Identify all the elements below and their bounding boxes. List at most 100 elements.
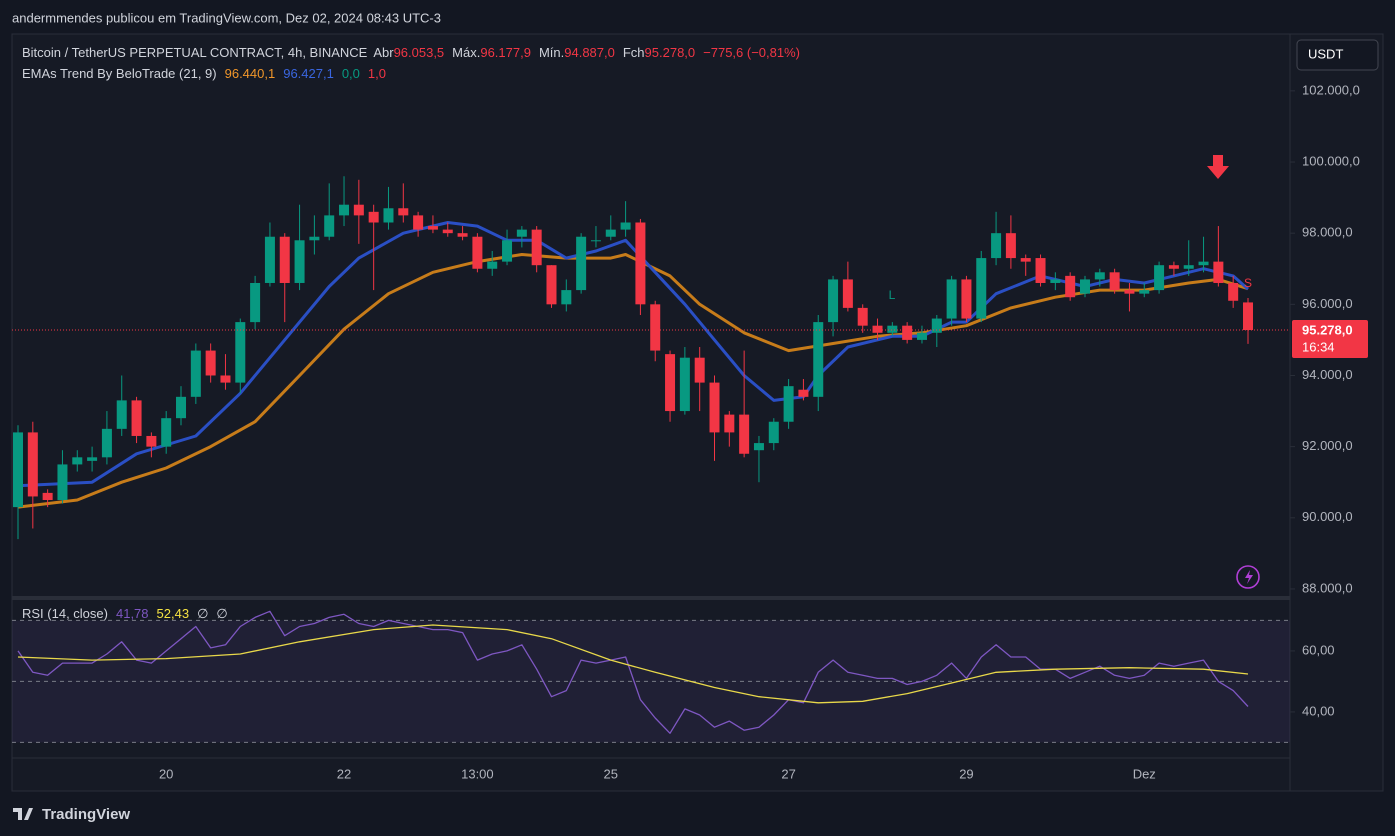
candle-body — [353, 204, 364, 216]
countdown: 16:34 — [1302, 339, 1335, 354]
open-label: Abr — [373, 45, 394, 60]
candle-body — [176, 396, 187, 419]
candle-body — [220, 375, 231, 383]
candle-body — [753, 443, 764, 451]
rsi-line — [17, 624, 1249, 704]
candle-body — [487, 261, 498, 269]
candle-body — [264, 236, 275, 283]
logo — [13, 808, 33, 820]
last-price-label: 95.278,0 — [1302, 322, 1353, 337]
candle-body — [1005, 233, 1016, 259]
candle-body — [561, 290, 572, 305]
candle-body — [1139, 290, 1150, 294]
candle-body — [887, 325, 898, 333]
candle-body — [931, 318, 942, 333]
candle-body — [694, 357, 705, 383]
candle-body — [1050, 279, 1061, 283]
x-tick-label: 22 — [337, 766, 351, 781]
low-label: Mín. — [539, 45, 564, 60]
candle-body — [872, 325, 883, 333]
change: −775,6 (−0,81%) — [703, 45, 800, 60]
candle-body — [116, 400, 127, 429]
null-value: ∅ — [197, 606, 208, 621]
candle-body — [324, 215, 335, 237]
candle-body — [1243, 302, 1253, 331]
candle-body — [72, 457, 83, 465]
candle-body — [783, 386, 794, 422]
candle-body — [27, 432, 38, 497]
currency[interactable]: USDT — [1308, 46, 1343, 61]
candle-body — [383, 208, 394, 223]
legend-entry: 41,78 — [116, 606, 149, 621]
x-tick-label: 27 — [781, 766, 795, 781]
candle-body — [1183, 265, 1194, 269]
symbol: Bitcoin / TetherUS PERPETUAL CONTRACT, 4… — [22, 45, 368, 60]
candle-body — [665, 354, 676, 412]
candle-body — [650, 304, 661, 351]
header: andermmendes publicou em TradingView.com… — [12, 10, 441, 25]
close-label: Fch — [623, 45, 645, 60]
candle-body — [724, 414, 735, 433]
legend-indicator: EMAs Trend By BeloTrade (21, 9) 96.440,1 9… — [22, 66, 386, 81]
candle-body — [235, 322, 246, 383]
candle-body — [739, 414, 750, 454]
legend-rsi: RSI (14, close) 41,78 52,43 ∅ ∅ — [22, 606, 228, 621]
candle-body — [679, 357, 690, 412]
candle-body — [146, 435, 157, 447]
rsi-name: RSI (14, close) — [22, 606, 108, 621]
alert-icon[interactable] — [1236, 565, 1260, 589]
null-value: ∅ — [216, 606, 227, 621]
candle-body — [798, 389, 809, 397]
currency-button[interactable] — [1296, 39, 1379, 71]
candle-body — [502, 240, 513, 262]
candle-body — [576, 236, 587, 291]
low: 94.887,0 — [564, 45, 615, 60]
candle-body — [828, 279, 839, 323]
candle-body — [457, 233, 468, 237]
candle-body — [1079, 279, 1090, 294]
candle-body — [161, 418, 172, 447]
candle-body — [1065, 275, 1076, 298]
alert-icon-bolt — [1245, 570, 1253, 584]
open: 96.053,5 — [394, 45, 445, 60]
candle-body — [205, 350, 216, 376]
candle-body — [398, 208, 409, 216]
candle-body — [190, 350, 201, 397]
candle-body — [857, 307, 868, 326]
y-tick-label: 88.000,0 — [1302, 580, 1353, 595]
candle-body — [991, 233, 1002, 259]
y-tick-label: 92.000,0 — [1302, 438, 1353, 453]
high: 96.177,9 — [480, 45, 531, 60]
candle-body — [842, 279, 853, 308]
candle-body — [250, 282, 261, 323]
y-tick-label: 90.000,0 — [1302, 509, 1353, 524]
candle-body — [605, 229, 616, 237]
candle-body — [635, 222, 646, 305]
candle-body — [1228, 282, 1239, 301]
candle-body — [813, 322, 824, 397]
candle-body — [294, 240, 305, 283]
candle-body — [531, 229, 542, 266]
candle-body — [1154, 265, 1165, 291]
y-tick-label: 96.000,0 — [1302, 296, 1353, 311]
candle-body — [902, 325, 913, 340]
candle-body — [768, 421, 779, 444]
candle-body — [131, 400, 142, 436]
candle-body — [57, 464, 68, 501]
sell-arrow — [1207, 155, 1229, 179]
chart-frame — [11, 33, 1384, 792]
last-price-box — [1292, 320, 1368, 359]
candle-body — [1094, 272, 1105, 280]
candle-body — [368, 211, 379, 223]
candle-body — [42, 492, 53, 501]
close: 95.278,0 — [645, 45, 696, 60]
x-tick-label: 20 — [159, 766, 173, 781]
candle-body — [339, 204, 350, 216]
candle-body — [546, 265, 557, 305]
candle-body — [427, 226, 438, 230]
candle-body — [976, 258, 987, 319]
candle-body — [87, 457, 98, 461]
y-tick-label: 102.000,0 — [1302, 82, 1360, 97]
candle-body — [1168, 265, 1179, 269]
candle-body — [961, 279, 972, 319]
